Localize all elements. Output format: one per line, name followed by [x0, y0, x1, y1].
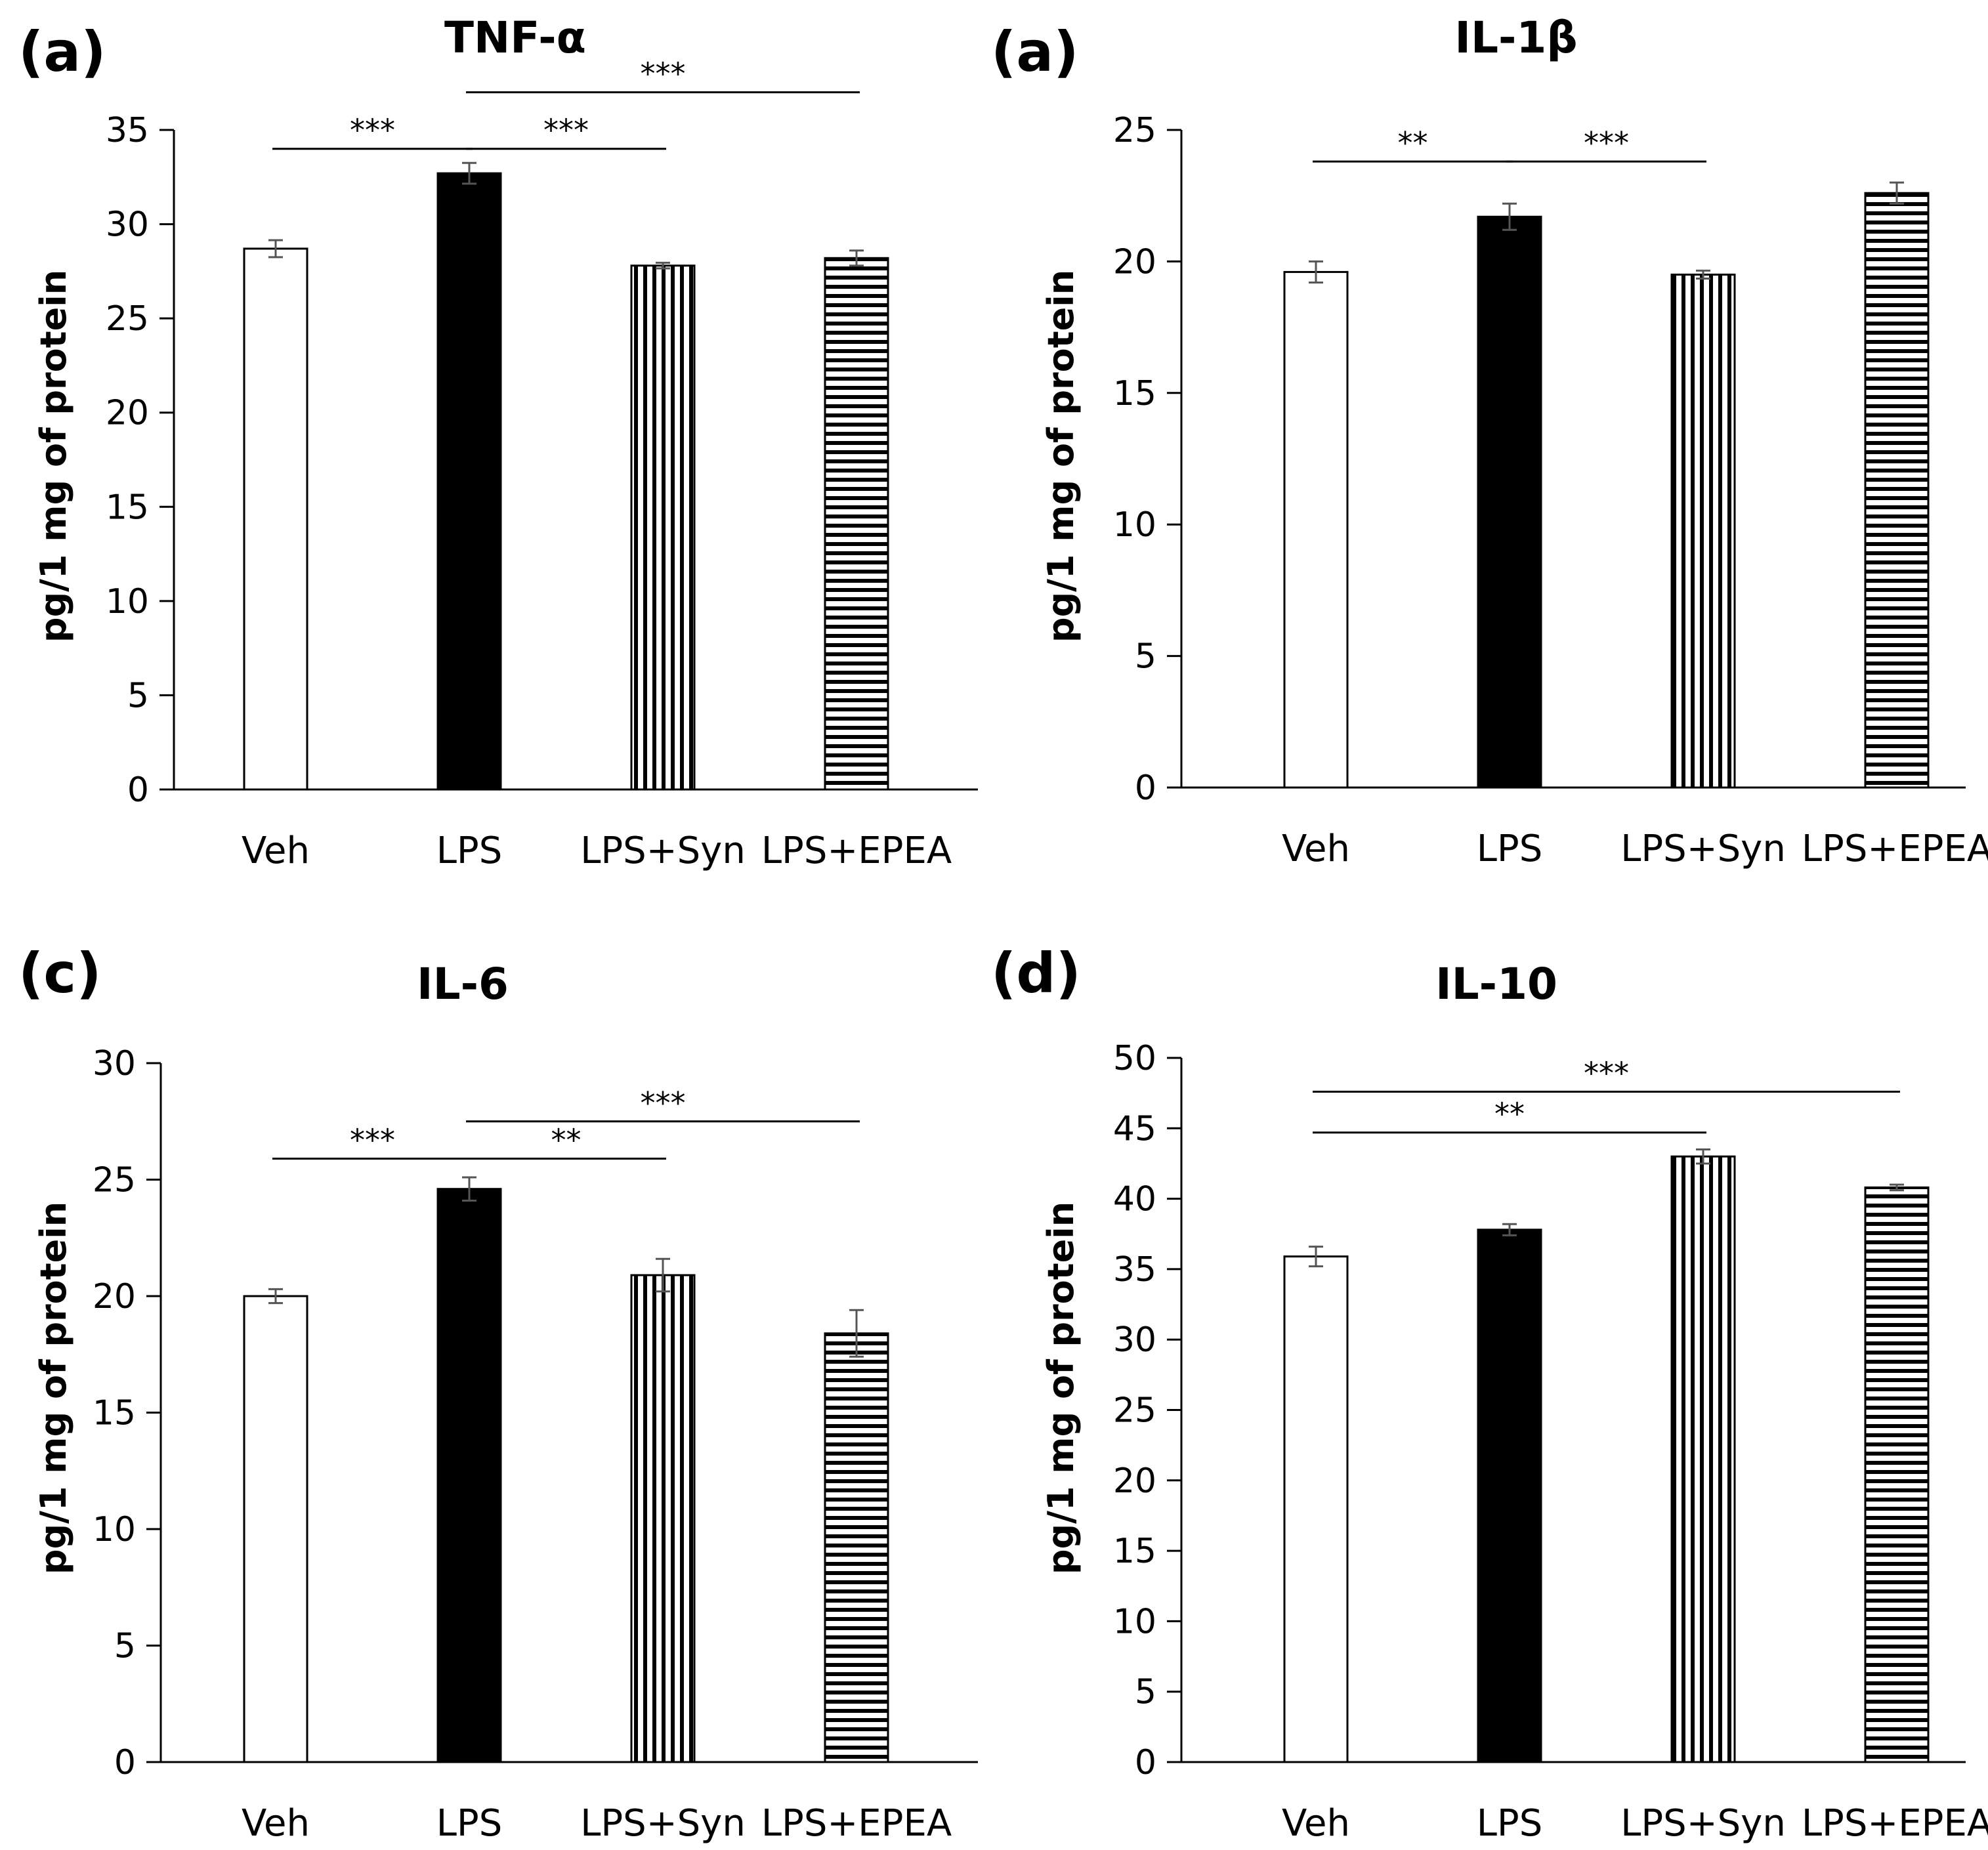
bar-lps-syn [630, 1274, 696, 1763]
x-tick-label-lps-syn: LPS+Syn [580, 830, 746, 872]
y-tick-label: 0 [127, 770, 149, 810]
significance-label: *** [641, 1085, 686, 1121]
y-tick-label: 0 [114, 1743, 136, 1782]
significance-label: *** [350, 1123, 395, 1158]
significance-label: *** [543, 113, 589, 148]
x-tick-label-lps: LPS [436, 1802, 503, 1845]
panel-letter: (a) [991, 20, 1078, 84]
bar-veh [243, 247, 308, 791]
y-tick-label: 10 [1113, 505, 1156, 545]
y-tick-label: 10 [106, 582, 149, 621]
x-tick-label-lps-syn: LPS+Syn [1620, 828, 1786, 870]
bar-lps-syn [1670, 1155, 1736, 1763]
x-tick-label-lps: LPS [1477, 828, 1543, 870]
significance-label: *** [1584, 1056, 1629, 1091]
chart-panel-il-10: (d) IL-10 pg/1 mg of protein 0 5 10 15 20 25 3… [991, 941, 1988, 1845]
y-tick-label: 5 [127, 676, 149, 715]
y-tick-label: 20 [1113, 242, 1156, 282]
y-tick-label: 30 [106, 205, 149, 245]
x-tick-label-lps-syn: LPS+Syn [1620, 1802, 1786, 1845]
y-tick-label: 15 [106, 488, 149, 527]
bar-veh [1283, 270, 1349, 789]
y-tick-label: 35 [1113, 1250, 1156, 1290]
y-tick-label: 20 [106, 394, 149, 433]
y-axis-label: pg/1 mg of protein [33, 270, 74, 642]
x-tick-label-lps-epea: LPS+EPEA [1802, 1802, 1988, 1845]
x-tick-label-veh: Veh [1282, 828, 1350, 870]
significance-label: ** [1398, 125, 1428, 161]
y-tick-label: 15 [1113, 1532, 1156, 1571]
chart-panel-il-6: (c) IL-6 pg/1 mg of protein 0 5 10 15 20 25 30… [18, 941, 978, 1845]
y-tick-label: 20 [1113, 1461, 1156, 1501]
bar-lps-syn [1670, 273, 1736, 789]
bar-lps [1477, 215, 1542, 789]
significance-label: *** [1584, 125, 1629, 161]
y-tick-label: 10 [93, 1510, 136, 1549]
plot-area: 0 5 10 15 20 25 30 35 Veh LPS LPS+Syn LPS+EPEA *** **… [106, 56, 978, 872]
panel-letter: (d) [991, 941, 1081, 1005]
x-tick-label-veh: Veh [242, 1802, 310, 1845]
chart-title: IL-6 [417, 959, 509, 1009]
significance-label: ** [1494, 1097, 1525, 1132]
chart-panel-il-1-beta: (a) IL-1β pg/1 mg of protein 0 5 10 15 20 25 V… [991, 12, 1988, 870]
bar-lps-epea [824, 1332, 889, 1763]
y-tick-label: 40 [1113, 1180, 1156, 1219]
y-tick-label: 45 [1113, 1109, 1156, 1148]
chart-title: IL-10 [1435, 959, 1557, 1009]
x-tick-label-lps-syn: LPS+Syn [580, 1802, 746, 1845]
y-tick-label: 5 [114, 1627, 136, 1666]
chart-panel-tnf-alpha: (a) TNF-α pg/1 mg of protein 0 5 10 15 20 25 3… [18, 12, 978, 872]
x-tick-label-veh: Veh [1282, 1802, 1350, 1845]
y-tick-label: 25 [106, 299, 149, 339]
y-tick-label: 0 [1135, 1743, 1156, 1782]
significance-label: *** [350, 113, 395, 148]
y-tick-label: 10 [1113, 1602, 1156, 1641]
y-tick-label: 20 [93, 1277, 136, 1316]
bar-lps-epea [1864, 1186, 1930, 1763]
bar-lps [436, 172, 502, 791]
x-tick-label-lps-epea: LPS+EPEA [761, 1802, 952, 1845]
y-tick-label: 25 [93, 1161, 136, 1200]
bar-lps [1477, 1229, 1542, 1763]
y-tick-label: 5 [1135, 1673, 1156, 1712]
y-tick-label: 35 [106, 111, 149, 150]
y-tick-label: 15 [93, 1394, 136, 1433]
chart-title: TNF-α [444, 12, 586, 63]
y-tick-label: 25 [1113, 1391, 1156, 1431]
bar-veh [243, 1295, 308, 1763]
bar-veh [1283, 1255, 1349, 1763]
y-tick-label: 25 [1113, 111, 1156, 150]
y-tick-label: 30 [93, 1044, 136, 1083]
x-tick-label-lps-epea: LPS+EPEA [1802, 828, 1988, 870]
significance-label: ** [551, 1123, 582, 1158]
bar-lps-syn [630, 264, 696, 791]
bar-lps-epea [1864, 192, 1930, 789]
plot-area: 0 5 10 15 20 25 30 35 40 45 50 Veh LPS LPS+Syn LPS+EPE… [1113, 1039, 1988, 1845]
y-tick-label: 30 [1113, 1320, 1156, 1360]
significance-label: *** [641, 56, 686, 92]
x-tick-label-lps-epea: LPS+EPEA [761, 830, 952, 872]
y-tick-label: 15 [1113, 374, 1156, 413]
y-axis-label: pg/1 mg of protein [1040, 1202, 1082, 1574]
x-tick-label-lps: LPS [1477, 1802, 1543, 1845]
y-axis-label: pg/1 mg of protein [33, 1202, 74, 1574]
x-tick-label-lps: LPS [436, 830, 503, 872]
chart-title: IL-1β [1454, 12, 1577, 63]
y-axis-label: pg/1 mg of protein [1040, 270, 1082, 642]
bar-lps [436, 1188, 502, 1763]
x-tick-label-veh: Veh [242, 830, 310, 872]
y-tick-label: 50 [1113, 1039, 1156, 1078]
panel-letter: (a) [18, 20, 106, 84]
bar-lps-epea [824, 257, 889, 791]
y-tick-label: 5 [1135, 637, 1156, 677]
y-tick-label: 0 [1135, 768, 1156, 808]
panel-letter: (c) [18, 941, 102, 1005]
